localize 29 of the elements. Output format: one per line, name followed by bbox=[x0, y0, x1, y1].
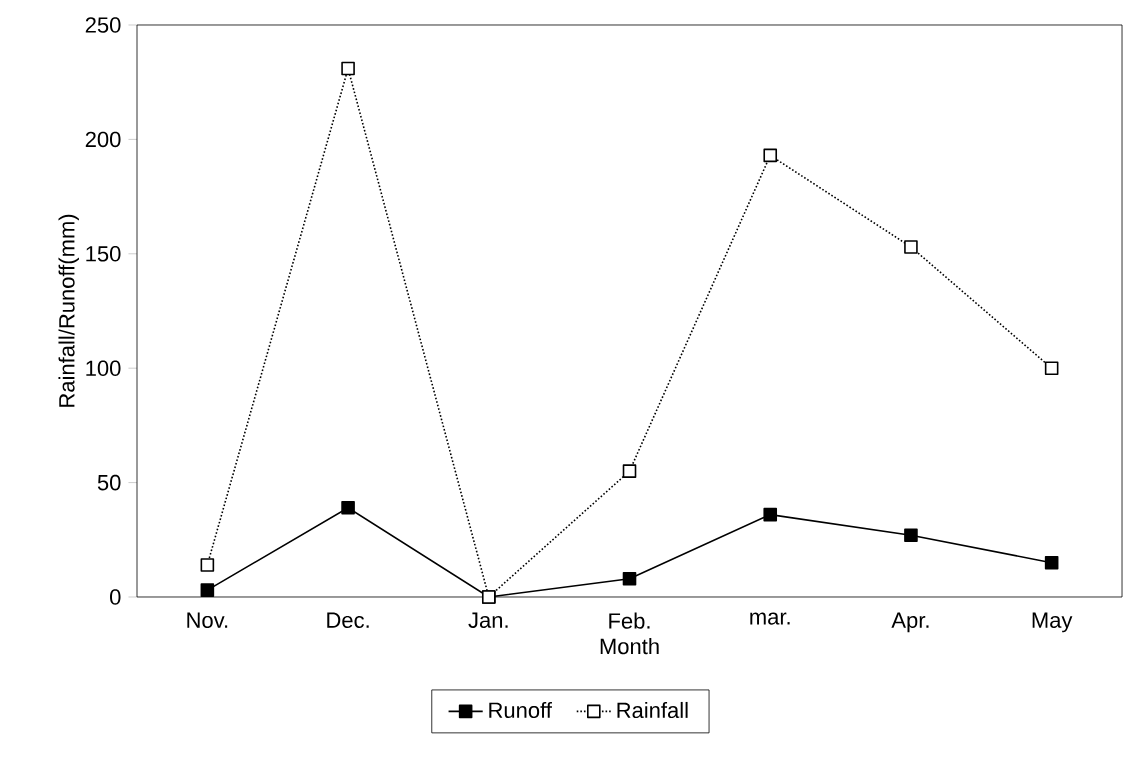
x-tick-label: Feb. bbox=[609, 612, 650, 629]
y-tick-label: 250 bbox=[85, 17, 121, 33]
y-tick-label: 50 bbox=[97, 474, 121, 491]
point bbox=[763, 507, 778, 522]
point bbox=[200, 558, 215, 572]
x-tick-label: May bbox=[1032, 612, 1073, 633]
x-tick-label: mar. bbox=[750, 612, 790, 625]
point bbox=[341, 500, 355, 515]
y-axis-title: Rainfall/Runoff(mm) bbox=[58, 214, 79, 407]
legend-label: Runoff bbox=[489, 701, 552, 719]
point bbox=[904, 240, 918, 254]
point bbox=[622, 464, 637, 478]
x-tick-label: Dec. bbox=[327, 612, 369, 628]
point bbox=[904, 528, 918, 543]
point bbox=[622, 571, 637, 586]
y-tick-label: 100 bbox=[86, 360, 121, 376]
point bbox=[1044, 555, 1059, 570]
x-tick-label: Jan. bbox=[468, 612, 508, 628]
y-tick-label: 150 bbox=[86, 246, 121, 262]
x-tick-label: Nov. bbox=[187, 612, 228, 628]
y-tick-label: 200 bbox=[85, 131, 121, 148]
point bbox=[200, 583, 215, 597]
point bbox=[341, 61, 355, 76]
legend-label: Rainfall bbox=[617, 701, 688, 719]
point bbox=[763, 148, 778, 163]
x-axis-title: Month bbox=[600, 638, 659, 655]
point bbox=[1044, 361, 1059, 375]
x-tick-label: Apr. bbox=[891, 612, 929, 633]
y-tick-label: 0 bbox=[110, 589, 121, 605]
